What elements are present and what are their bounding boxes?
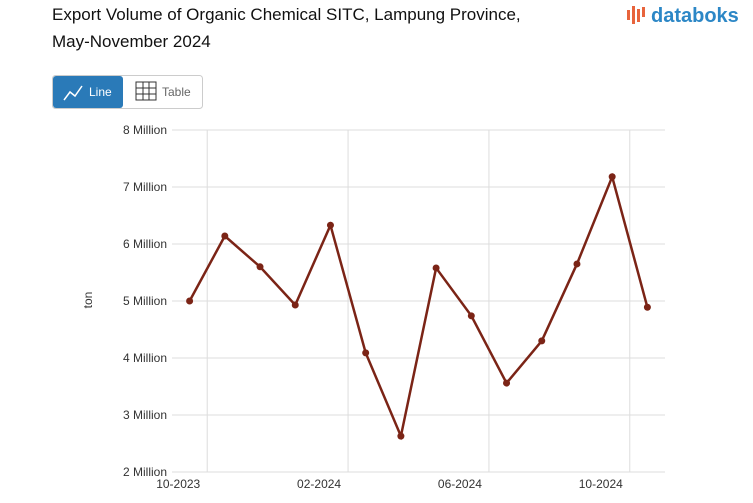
y-tick-label: 6 Million bbox=[123, 237, 167, 251]
data-point bbox=[256, 263, 264, 271]
y-tick-label: 2 Million bbox=[123, 465, 167, 479]
data-point bbox=[643, 303, 651, 311]
data-point bbox=[397, 432, 405, 440]
x-tick-label: 10-2023 bbox=[156, 477, 200, 491]
y-tick-label: 8 Million bbox=[123, 123, 167, 137]
data-point bbox=[503, 379, 511, 387]
data-point bbox=[538, 337, 546, 345]
data-point bbox=[573, 260, 581, 268]
y-tick-label: 7 Million bbox=[123, 180, 167, 194]
y-axis-label: ton bbox=[81, 292, 95, 309]
data-point bbox=[326, 221, 334, 229]
data-point bbox=[608, 173, 616, 181]
title: Export Volume of Organic Chemical SITC, … bbox=[52, 5, 521, 24]
title: May-November 2024 bbox=[52, 32, 211, 51]
line-button-label[interactable]: Line bbox=[89, 85, 112, 99]
data-point bbox=[467, 312, 475, 320]
line-icon bbox=[63, 85, 83, 101]
data-point bbox=[186, 297, 194, 305]
y-tick-label: 3 Million bbox=[123, 408, 167, 422]
y-tick-label: 4 Million bbox=[123, 351, 167, 365]
x-tick-label: 10-2024 bbox=[579, 477, 623, 491]
table-icon bbox=[135, 81, 157, 101]
x-tick-label: 06-2024 bbox=[438, 477, 482, 491]
line-button[interactable] bbox=[53, 76, 123, 108]
y-tick-label: 5 Million bbox=[123, 294, 167, 308]
logo: databoks bbox=[651, 5, 739, 27]
data-point bbox=[362, 349, 370, 357]
data-point bbox=[221, 232, 229, 240]
table-button-label[interactable]: Table bbox=[162, 85, 191, 99]
data-point bbox=[432, 264, 440, 272]
data-line bbox=[188, 172, 649, 441]
x-tick-label: 02-2024 bbox=[297, 477, 341, 491]
logo-icon bbox=[627, 6, 645, 24]
data-point bbox=[291, 301, 299, 309]
